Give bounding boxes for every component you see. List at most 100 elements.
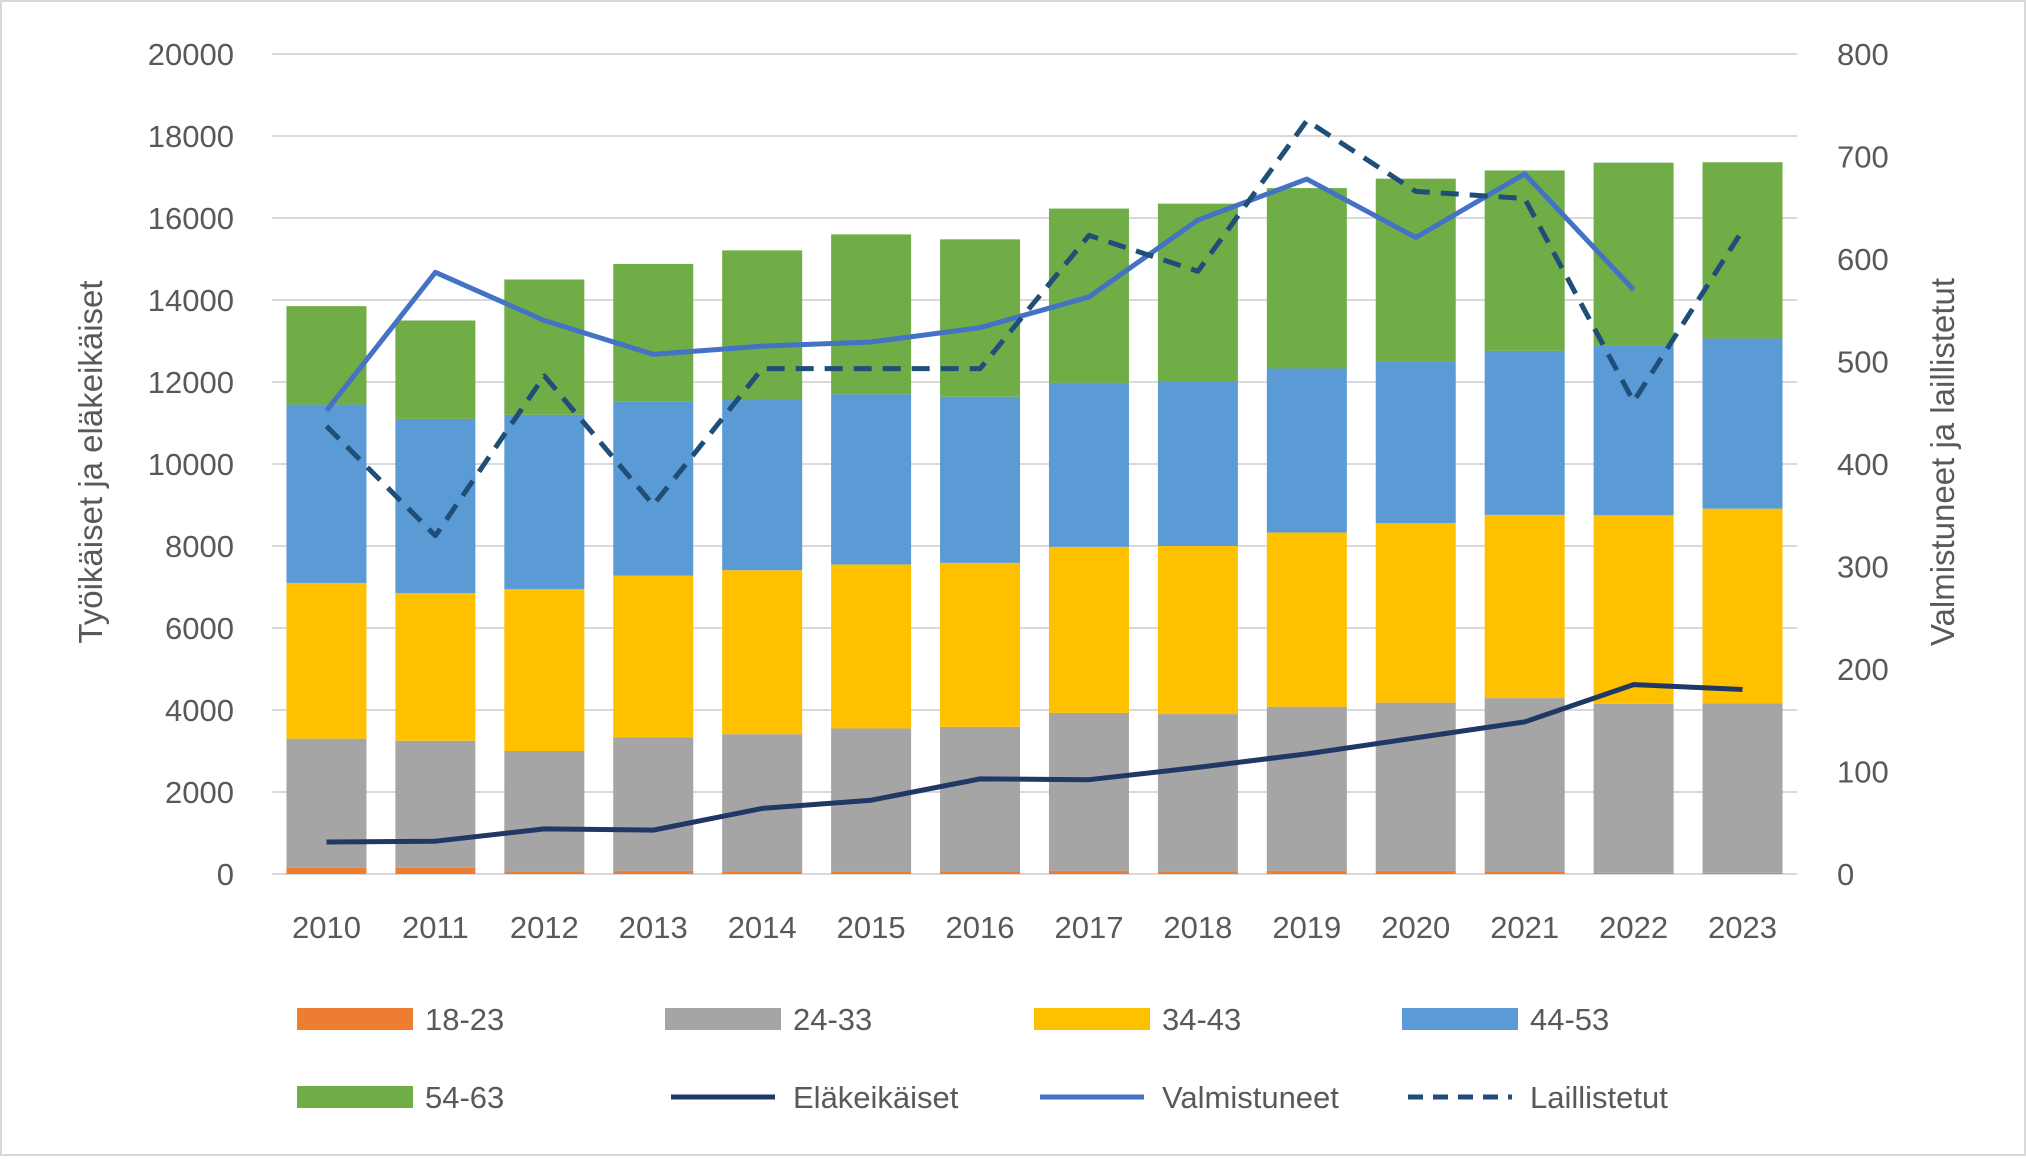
line-Eläkeikäiset [326, 682, 1743, 845]
bar-54-63-2013 [613, 263, 694, 402]
bar-34-43-2017 [1048, 546, 1129, 713]
legend-label: Valmistuneet [1162, 1080, 1339, 1115]
bar-44-53-2012 [504, 414, 585, 590]
bar-44-53-2017 [1048, 382, 1129, 547]
y2-tick-label: 200 [1837, 652, 1889, 687]
x-tick-label: 2018 [1163, 910, 1232, 945]
bar-54-63-2023 [1702, 162, 1783, 339]
bar-18-23-2014 [722, 871, 803, 874]
bar-24-33-2020 [1375, 702, 1456, 871]
legend-label: 24-33 [793, 1002, 872, 1037]
bar-18-23-2015 [831, 871, 912, 874]
bar-34-43-2014 [722, 570, 803, 735]
bar-54-63-2019 [1266, 188, 1347, 369]
y2-tick-label: 0 [1837, 857, 1854, 892]
y2-tick-label: 100 [1837, 755, 1889, 790]
y-tick-label: 6000 [165, 611, 234, 646]
legend-swatch-34-43 [1034, 1008, 1150, 1030]
legend-label: 54-63 [425, 1080, 504, 1115]
y-tick-label: 2000 [165, 775, 234, 810]
bar-18-23-2013 [613, 870, 694, 874]
bar-44-53-2020 [1375, 361, 1456, 524]
legend-label: 44-53 [1530, 1002, 1609, 1037]
legend-swatch-18-23 [297, 1008, 413, 1030]
x-tick-label: 2012 [510, 910, 579, 945]
bar-18-23-2011 [395, 867, 476, 874]
y2-tick-label: 400 [1837, 447, 1889, 482]
bar-34-43-2011 [395, 593, 476, 741]
x-tick-label: 2011 [402, 910, 469, 945]
y2-tick-label: 700 [1837, 140, 1889, 175]
bar-34-43-2023 [1702, 508, 1783, 704]
x-tick-label: 2010 [292, 910, 361, 945]
bar-24-33-2017 [1048, 712, 1129, 871]
y-axis-title: Työikäiset ja eläkeikäiset [72, 280, 109, 643]
bar-34-43-2015 [831, 564, 912, 729]
x-tick-label: 2015 [837, 910, 906, 945]
bar-34-43-2022 [1593, 515, 1674, 704]
y-tick-label: 18000 [148, 119, 234, 154]
y2-axis-title: Valmistuneet ja laillistetut [1924, 278, 1961, 646]
bar-44-53-2022 [1593, 345, 1674, 516]
legend-label: Eläkeikäiset [793, 1080, 959, 1115]
series-lines [324, 118, 1745, 845]
legend-swatch-24-33 [665, 1008, 781, 1030]
bar-44-53-2010 [286, 404, 367, 583]
bar-44-53-2015 [831, 394, 912, 565]
bar-54-63-2010 [286, 306, 367, 405]
x-tick-label: 2021 [1490, 910, 1559, 945]
bar-24-33-2013 [613, 737, 694, 871]
bar-44-53-2019 [1266, 368, 1347, 533]
bar-18-23-2023 [1702, 872, 1783, 874]
bar-44-53-2013 [613, 401, 694, 576]
bar-24-33-2019 [1266, 706, 1347, 871]
legend-swatch-54-63 [297, 1086, 413, 1108]
stacked-bars [286, 162, 1783, 874]
bar-44-53-2016 [940, 396, 1021, 563]
bar-34-43-2012 [504, 589, 585, 751]
bar-54-63-2011 [395, 320, 476, 419]
y-tick-label: 10000 [148, 447, 234, 482]
bar-24-33-2016 [940, 726, 1021, 872]
legend-label: 34-43 [1162, 1002, 1241, 1037]
bar-18-23-2018 [1157, 871, 1238, 874]
bar-34-43-2016 [940, 562, 1021, 727]
x-tick-label: 2016 [946, 910, 1015, 945]
y-tick-label: 16000 [148, 201, 234, 236]
bar-18-23-2010 [286, 867, 367, 874]
x-tick-label: 2023 [1708, 910, 1777, 945]
bar-18-23-2017 [1048, 870, 1129, 874]
line-Valmistuneet [324, 171, 1636, 413]
bar-24-33-2012 [504, 751, 585, 872]
gridlines [272, 53, 1797, 875]
y-tick-label: 12000 [148, 365, 234, 400]
legend-label: Laillistetut [1530, 1080, 1668, 1115]
legend: 18-23 24-33 34-43 44-53 54-63 Eläkeikäiset Val… [297, 1002, 1668, 1115]
y-tick-label: 14000 [148, 283, 234, 318]
x-tick-label: 2013 [619, 910, 688, 945]
bar-18-23-2021 [1484, 871, 1565, 874]
legend-swatch-44-53 [1402, 1008, 1518, 1030]
bar-54-63-2018 [1157, 203, 1238, 382]
bar-34-43-2019 [1266, 532, 1347, 707]
bar-24-33-2018 [1157, 714, 1238, 872]
bar-24-33-2010 [286, 738, 367, 868]
y-tick-label: 8000 [165, 529, 234, 564]
bar-34-43-2020 [1375, 523, 1456, 703]
bar-34-43-2018 [1157, 546, 1238, 715]
x-tick-label: 2020 [1381, 910, 1450, 945]
bar-54-63-2020 [1375, 178, 1456, 362]
bar-44-53-2021 [1484, 350, 1565, 515]
bar-34-43-2010 [286, 582, 367, 739]
bar-18-23-2020 [1375, 870, 1456, 874]
bar-24-33-2014 [722, 734, 803, 872]
bar-54-63-2014 [722, 250, 803, 401]
y-tick-label: 4000 [165, 693, 234, 728]
x-tick-label: 2019 [1272, 910, 1341, 945]
bar-34-43-2021 [1484, 514, 1565, 699]
x-tick-label: 2017 [1054, 910, 1123, 945]
bar-18-23-2012 [504, 871, 585, 874]
x-tick-label: 2022 [1599, 910, 1668, 945]
y-tick-label: 20000 [148, 37, 234, 72]
bar-24-33-2022 [1593, 703, 1674, 873]
